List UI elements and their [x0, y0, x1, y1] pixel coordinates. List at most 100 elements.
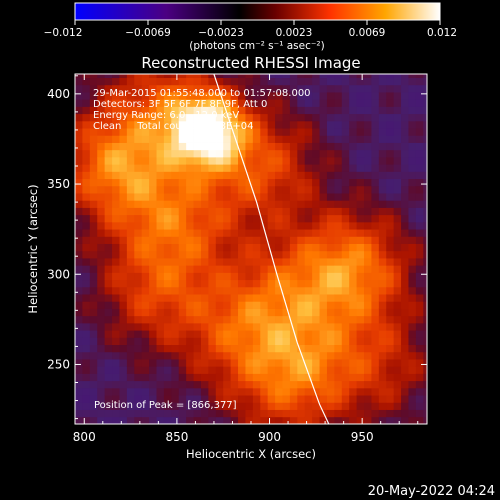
heatmap-cell	[75, 164, 83, 172]
heatmap-cell	[156, 344, 165, 353]
heatmap-cell	[149, 128, 157, 136]
heatmap-cell	[89, 416, 98, 424]
heatmap-cell	[275, 330, 283, 338]
heatmap-cell	[341, 135, 350, 143]
heatmap-cell	[386, 294, 395, 302]
annotation-block: 29-Mar-2015 01:55:48.000 to 01:57:08.000…	[93, 88, 311, 132]
heatmap-cell	[82, 149, 91, 158]
heatmap-cell	[312, 243, 320, 252]
heatmap-cell	[386, 120, 395, 129]
heatmap-cell	[275, 92, 283, 100]
heatmap-cell	[415, 135, 424, 143]
heatmap-cell	[186, 359, 194, 367]
heatmap-cell	[112, 92, 120, 100]
heatmap-cell	[319, 416, 328, 424]
heatmap-cell	[378, 128, 387, 136]
heatmap-cell	[415, 243, 424, 252]
heatmap-cell	[186, 294, 194, 302]
heatmap-cell	[260, 221, 269, 230]
heatmap-cell	[156, 171, 165, 180]
heatmap-cell	[104, 178, 113, 187]
heatmap-cell	[275, 373, 283, 382]
heatmap-cell	[112, 135, 120, 143]
heatmap-cell	[356, 279, 365, 288]
heatmap-cell	[356, 380, 365, 389]
heatmap-cell	[156, 301, 165, 309]
heatmap-cell	[163, 229, 172, 237]
heatmap-cell	[260, 265, 269, 273]
heatmap-cell	[341, 120, 350, 129]
heatmap-cell	[393, 193, 402, 201]
heatmap-cell	[289, 366, 298, 374]
heatmap-cell	[126, 344, 135, 353]
heatmap-cell	[104, 200, 113, 208]
heatmap-cell	[349, 193, 357, 201]
heatmap-cell	[82, 330, 91, 338]
heatmap-cell	[223, 366, 232, 374]
heatmap-cell	[112, 178, 120, 187]
heatmap-cell	[326, 308, 335, 317]
colorbar-ticks: −0.012 −0.0069 −0.0023 0.0023 0.0069 0.012	[44, 20, 457, 39]
heatmap-cell	[297, 395, 306, 403]
heatmap-cell	[126, 221, 135, 230]
heatmap-cell	[223, 178, 232, 187]
heatmap-cell	[200, 351, 209, 360]
heatmap-cell	[230, 301, 239, 309]
heatmap-cell	[401, 142, 409, 151]
heatmap-cell	[238, 156, 246, 165]
heatmap-cell	[141, 135, 150, 143]
heatmap-cell	[364, 315, 372, 324]
heatmap-cell	[156, 193, 165, 201]
heatmap-cell	[126, 330, 135, 338]
heatmap-cell	[304, 84, 313, 93]
heatmap-cell	[215, 185, 224, 194]
heatmap-cell	[119, 236, 128, 244]
heatmap-cell	[119, 142, 128, 151]
heatmap-cell	[349, 373, 357, 382]
heatmap-cell	[289, 279, 298, 288]
heatmap-cell	[260, 279, 269, 288]
heatmap-cell	[282, 214, 291, 223]
heatmap-cell	[171, 366, 180, 374]
heatmap-cell	[208, 135, 217, 143]
heatmap-cell	[97, 214, 106, 223]
heatmap-cell	[200, 185, 209, 194]
heatmap-cell	[186, 380, 194, 389]
heatmap-cell	[223, 92, 232, 100]
heatmap-cell	[289, 156, 298, 165]
heatmap-cell	[267, 322, 276, 331]
heatmap-cell	[423, 74, 427, 79]
heatmap-cell	[171, 229, 180, 237]
heatmap-cell	[356, 301, 365, 309]
heatmap-cell	[415, 84, 424, 93]
heatmap-cell	[297, 99, 306, 107]
heatmap-cell	[245, 185, 254, 194]
heatmap-cell	[178, 395, 187, 403]
heatmap-cell	[319, 279, 328, 288]
heatmap-cell	[82, 373, 91, 382]
heatmap-cell	[275, 359, 283, 367]
heatmap-cell	[112, 279, 120, 288]
heatmap-cell	[82, 229, 91, 237]
heatmap-cell	[401, 279, 409, 288]
heatmap-cell	[112, 106, 120, 115]
heatmap-cell	[334, 200, 343, 208]
heatmap-cell	[245, 366, 254, 374]
heatmap-cell	[289, 373, 298, 382]
heatmap-cell	[156, 207, 165, 216]
heatmap-cell	[252, 250, 261, 259]
heatmap-cell	[149, 301, 157, 309]
heatmap-cell	[371, 106, 380, 115]
heatmap-cell	[200, 84, 209, 93]
heatmap-cell	[141, 359, 150, 367]
heatmap-cell	[215, 178, 224, 187]
heatmap-cell	[415, 77, 424, 86]
heatmap-cell	[252, 74, 261, 79]
heatmap-cell	[134, 366, 143, 374]
heatmap-cell	[393, 258, 402, 266]
heatmap-cell	[230, 120, 239, 129]
heatmap-cell	[82, 185, 91, 194]
heatmap-cell	[260, 149, 269, 158]
heatmap-cell	[200, 156, 209, 165]
heatmap-cell	[334, 359, 343, 367]
